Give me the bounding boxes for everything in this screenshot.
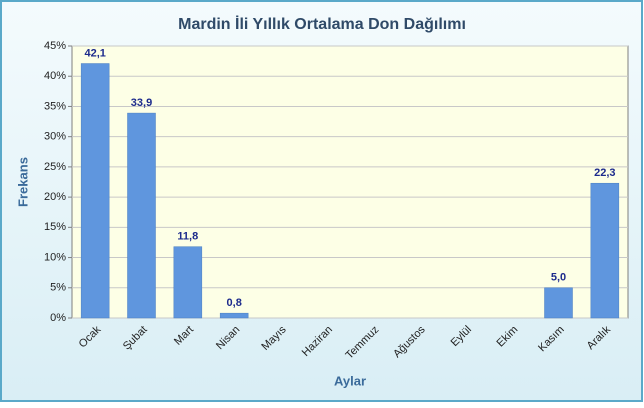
y-tick-label: 45% — [44, 40, 66, 52]
data-label: 42,1 — [84, 47, 105, 59]
y-tick-label: 10% — [44, 251, 66, 263]
y-tick-label: 40% — [44, 70, 66, 82]
bar — [590, 182, 620, 319]
y-tick-label: 35% — [44, 100, 66, 112]
bar — [173, 246, 203, 319]
y-tick-label: 25% — [44, 161, 66, 173]
data-label: 11,8 — [177, 231, 198, 243]
y-tick-label: 5% — [50, 282, 66, 294]
data-label: 5,0 — [551, 272, 566, 284]
data-label: 33,9 — [131, 97, 152, 109]
bar — [219, 312, 249, 319]
y-axis-label: Frekans — [15, 157, 30, 207]
y-tick-label: 15% — [44, 221, 66, 233]
x-axis-label: Aylar — [334, 373, 366, 388]
bar — [127, 112, 156, 319]
plot-area — [71, 45, 629, 319]
bar — [544, 287, 573, 319]
y-tick-label: 30% — [44, 131, 66, 143]
bar — [80, 63, 110, 319]
data-label: 0,8 — [227, 297, 242, 309]
chart-title: Mardin İli Yıllık Ortalama Don Dağılımı — [178, 15, 466, 33]
y-tick-label: 0% — [50, 312, 66, 324]
data-label: 22,3 — [594, 167, 615, 179]
y-tick-label: 20% — [44, 191, 66, 203]
